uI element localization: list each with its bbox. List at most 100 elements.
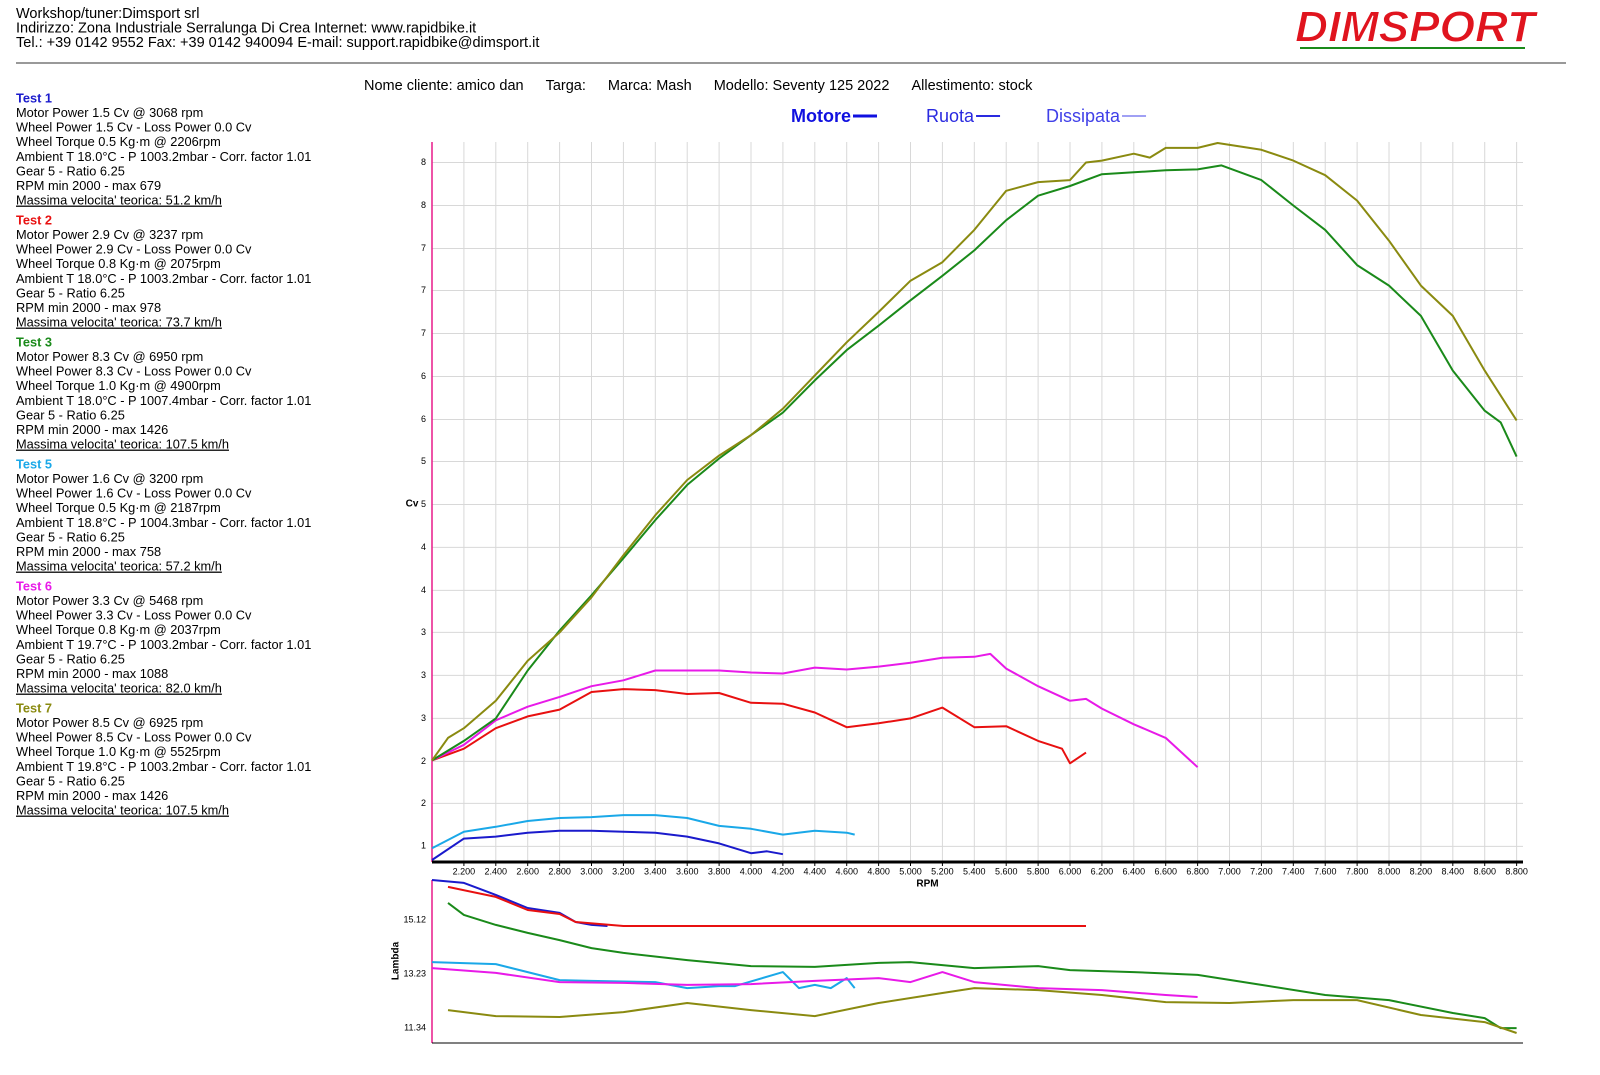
test-line: Wheel Torque 1.0 Kg·m @ 4900rpm	[16, 378, 221, 393]
x-tick-label: 2.400	[485, 866, 508, 876]
y-axis-label: Cv	[406, 499, 419, 510]
y-tick-label: 8	[421, 200, 426, 210]
x-tick-label: 8.800	[1505, 866, 1528, 876]
series-line	[431, 164, 1518, 762]
test-line: Ambient T 18.8°C - P 1004.3mbar - Corr. …	[16, 515, 311, 530]
header-line: Indirizzo: Zona Industriale Serralunga D…	[16, 20, 476, 36]
test-line: RPM min 2000 - max 978	[16, 300, 161, 315]
x-tick-label: 7.800	[1346, 866, 1369, 876]
test-line: Ambient T 18.0°C - P 1003.2mbar - Corr. …	[16, 271, 311, 286]
test-title: Test 1	[16, 90, 52, 105]
series-line	[447, 902, 1517, 1030]
y-tick-label: 7	[421, 328, 426, 338]
y-axis-label: Lambda	[391, 941, 402, 980]
logo: DIMSPORT	[1295, 3, 1538, 52]
x-tick-label: 4.000	[740, 866, 763, 876]
client-field: Allestimento: stock	[911, 78, 1033, 94]
y-tick-label: 3	[421, 627, 426, 637]
test-line: Ambient T 18.0°C - P 1003.2mbar - Corr. …	[16, 149, 311, 164]
x-tick-label: 4.800	[867, 866, 890, 876]
x-tick-label: 5.200	[931, 866, 954, 876]
test-speed: Massima velocita' teorica: 57.2 km/h	[16, 559, 222, 574]
test-line: Motor Power 1.6 Cv @ 3200 rpm	[16, 471, 203, 486]
legend-label: Motore	[791, 106, 851, 126]
x-tick-label: 4.600	[835, 866, 858, 876]
test-line: Motor Power 8.5 Cv @ 6925 rpm	[16, 715, 203, 730]
test-line: Motor Power 2.9 Cv @ 3237 rpm	[16, 227, 203, 242]
test-line: RPM min 2000 - max 1426	[16, 422, 168, 437]
test-line: Motor Power 1.5 Cv @ 3068 rpm	[16, 105, 203, 120]
test-line: Ambient T 19.8°C - P 1003.2mbar - Corr. …	[16, 759, 311, 774]
test-line: RPM min 2000 - max 758	[16, 544, 161, 559]
test-line: Wheel Torque 1.0 Kg·m @ 5525rpm	[16, 744, 221, 759]
test-title: Test 5	[16, 456, 52, 471]
y-tick-label: 4	[421, 585, 426, 595]
x-tick-label: 2.600	[516, 866, 539, 876]
test-title: Test 6	[16, 578, 52, 593]
series-line	[431, 814, 855, 850]
test-line: Gear 5 - Ratio 6.25	[16, 529, 125, 544]
test-line: Ambient T 19.7°C - P 1003.2mbar - Corr. …	[16, 637, 311, 652]
series-line	[431, 652, 1199, 768]
x-tick-label: 6.400	[1123, 866, 1146, 876]
test-line: Gear 5 - Ratio 6.25	[16, 651, 125, 666]
y-tick-label: 6	[421, 371, 426, 381]
test-line: RPM min 2000 - max 1088	[16, 666, 168, 681]
test-line: Ambient T 18.0°C - P 1007.4mbar - Corr. …	[16, 393, 311, 408]
y-tick-label: 3	[421, 670, 426, 680]
test-title: Test 2	[16, 212, 52, 227]
x-tick-label: 3.600	[676, 866, 699, 876]
test-line: Wheel Power 3.3 Cv - Loss Power 0.0 Cv	[16, 608, 252, 623]
y-tick-label: 5	[421, 456, 426, 466]
y-tick-label: 3	[421, 713, 426, 723]
test-line: Wheel Power 8.5 Cv - Loss Power 0.0 Cv	[16, 730, 252, 745]
y-tick-label: 11.34	[404, 1023, 426, 1033]
x-tick-label: 7.600	[1314, 866, 1337, 876]
header-line: Workshop/tuner:Dimsport srl	[16, 6, 199, 22]
x-tick-label: 6.800	[1186, 866, 1209, 876]
x-tick-label: 6.200	[1091, 866, 1114, 876]
x-tick-label: 8.600	[1473, 866, 1496, 876]
y-tick-label: 15.12	[403, 914, 426, 924]
y-tick-label: 8	[421, 157, 426, 167]
x-tick-label: 8.000	[1378, 866, 1401, 876]
test-line: RPM min 2000 - max 1426	[16, 788, 168, 803]
series-line	[447, 885, 1086, 927]
test-line: Gear 5 - Ratio 6.25	[16, 163, 125, 178]
test-line: Wheel Power 8.3 Cv - Loss Power 0.0 Cv	[16, 364, 252, 379]
x-tick-label: 8.400	[1442, 866, 1465, 876]
series-line	[431, 142, 1518, 761]
series-line	[431, 879, 608, 927]
x-tick-label: 2.200	[453, 866, 476, 876]
test-line: Gear 5 - Ratio 6.25	[16, 285, 125, 300]
x-tick-label: 8.200	[1410, 866, 1433, 876]
y-tick-label: 2	[421, 756, 426, 766]
test-line: Wheel Power 1.5 Cv - Loss Power 0.0 Cv	[16, 120, 252, 135]
x-tick-label: 6.000	[1059, 866, 1082, 876]
x-tick-label: 4.400	[804, 866, 827, 876]
series-line	[431, 829, 784, 861]
test-line: RPM min 2000 - max 679	[16, 178, 161, 193]
x-tick-label: 3.400	[644, 866, 667, 876]
series-line	[447, 987, 1517, 1034]
test-line: Gear 5 - Ratio 6.25	[16, 407, 125, 422]
y-tick-label: 4	[421, 542, 426, 552]
x-tick-label: 6.600	[1154, 866, 1177, 876]
y-tick-label: 7	[421, 285, 426, 295]
x-tick-label: 5.000	[899, 866, 922, 876]
y-tick-label: 6	[421, 414, 426, 424]
legend-label: Dissipata	[1046, 106, 1121, 126]
x-tick-label: 5.400	[963, 866, 986, 876]
client-field: Nome cliente: amico dan	[364, 78, 524, 94]
header-line: Tel.: +39 0142 9552 Fax: +39 0142 940094…	[16, 35, 539, 51]
client-field: Modello: Seventy 125 2022	[714, 78, 890, 94]
test-title: Test 7	[16, 700, 52, 715]
x-tick-label: 4.200	[772, 866, 795, 876]
test-title: Test 3	[16, 334, 52, 349]
client-field: Targa:	[546, 78, 586, 94]
x-tick-label: 3.200	[612, 866, 635, 876]
x-tick-label: 2.800	[548, 866, 571, 876]
x-tick-label: 3.000	[580, 866, 603, 876]
test-line: Wheel Power 2.9 Cv - Loss Power 0.0 Cv	[16, 242, 252, 257]
